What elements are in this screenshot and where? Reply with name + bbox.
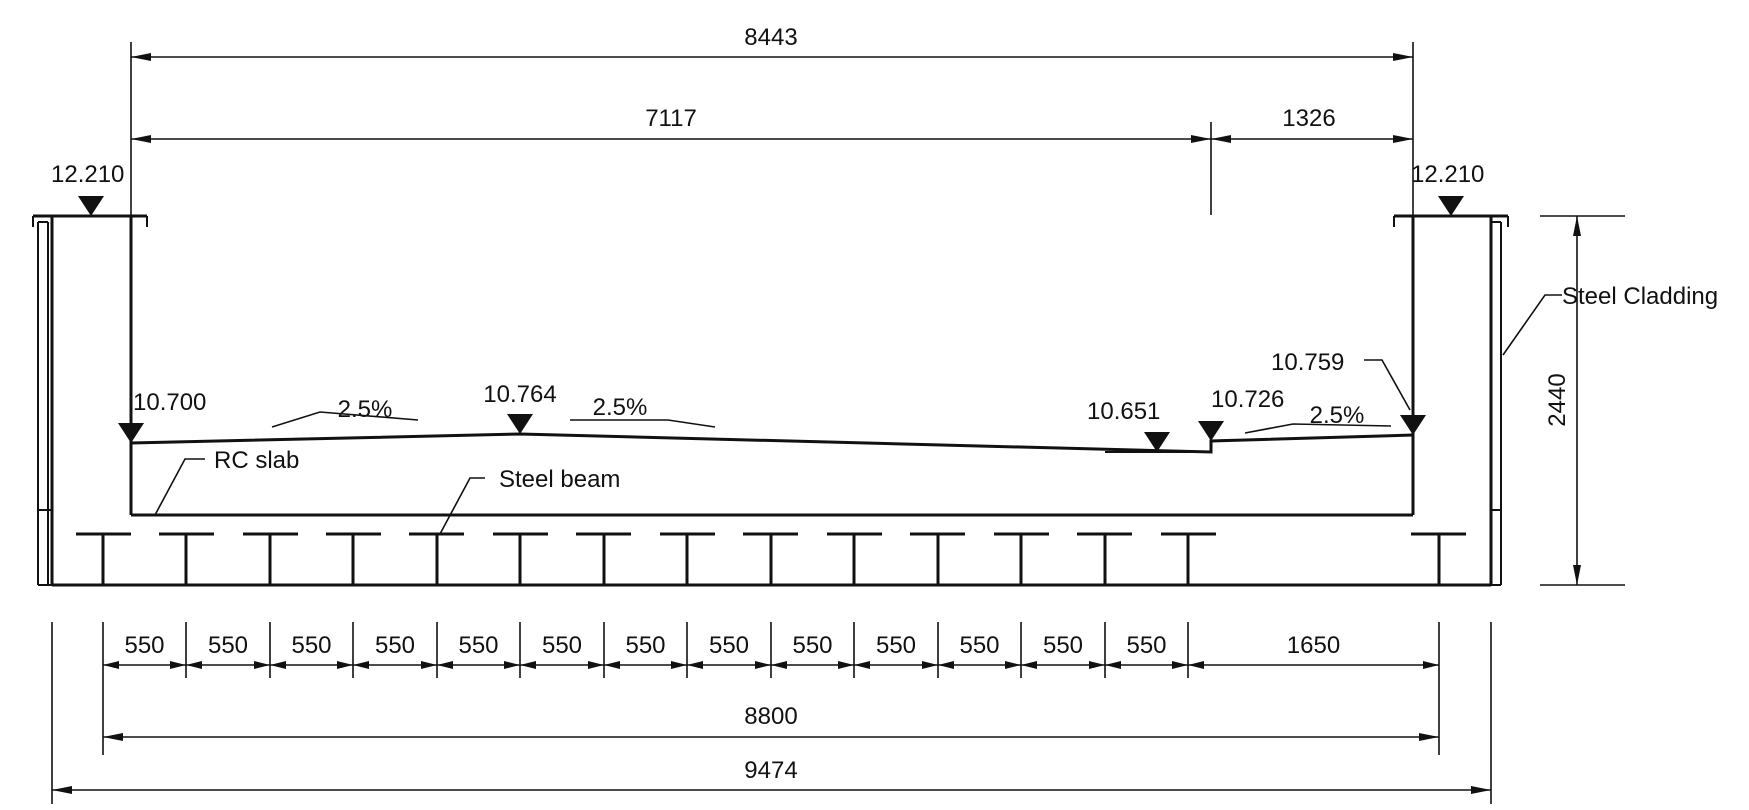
level-triangle-slab-left: [118, 423, 144, 443]
steel-beam-4: [326, 532, 381, 587]
spacing-arrow: [604, 661, 620, 669]
beam-spacing-label: 550: [208, 632, 248, 659]
steel-beam-9: [743, 532, 798, 587]
spacing-arrow: [938, 661, 954, 669]
slope-indicators: [271, 411, 1392, 434]
dim-overall: 9474: [744, 757, 797, 784]
top-dimension-lines: [130, 42, 1414, 215]
spacing-arrow: [353, 661, 369, 669]
spacing-arrow: [1172, 661, 1188, 669]
left-parapet: [32, 214, 148, 586]
steel-beam-5: [409, 532, 464, 587]
right-parapet: [1393, 214, 1509, 586]
level-markers: [78, 196, 1464, 452]
spacing-arrow: [854, 661, 870, 669]
label-rc-slab: RC slab: [214, 447, 299, 474]
spacing-arrow: [504, 661, 520, 669]
spacing-arrow: [687, 661, 703, 669]
level-triangle-low-point: [1144, 432, 1170, 452]
level-top-left: 12.210: [51, 161, 124, 188]
dim-top-right: 1326: [1282, 105, 1335, 132]
level-triangle-top-left: [78, 196, 104, 216]
spacing-arrow: [771, 661, 787, 669]
dim-beam-total: 8800: [744, 703, 797, 730]
slope-left: 2.5%: [338, 396, 393, 423]
beam-spacing-label: 550: [959, 632, 999, 659]
beam-spacing-label: 550: [458, 632, 498, 659]
dim-height: 2440: [1544, 373, 1571, 426]
level-crown: 10.764: [483, 381, 556, 408]
spacing-arrow: [170, 661, 186, 669]
steel-beam-14: [1161, 532, 1216, 587]
beam-spacing-label: 550: [876, 632, 916, 659]
beam-spacing-label: 550: [124, 632, 164, 659]
rc-slab-outline: [130, 432, 1414, 517]
spacing-arrow: [337, 661, 353, 669]
beam-spacing-label: 550: [375, 632, 415, 659]
spacing-arrow: [838, 661, 854, 669]
beam-spacing-label: 1650: [1287, 632, 1340, 659]
spacing-arrow: [1105, 661, 1121, 669]
spacing-arrow: [1089, 661, 1105, 669]
level-triangle-slab-right: [1400, 415, 1426, 435]
height-dimension: [1540, 215, 1625, 586]
slope-middle: 2.5%: [593, 394, 648, 421]
spacing-arrow: [588, 661, 604, 669]
level-kerb: 10.726: [1211, 386, 1284, 413]
steel-beam-3: [243, 532, 298, 587]
spacing-arrow: [437, 661, 453, 669]
beam-spacing-label: 550: [1126, 632, 1166, 659]
level-low-point: 10.651: [1087, 398, 1160, 425]
slope-right: 2.5%: [1310, 402, 1365, 429]
spacing-arrow: [1021, 661, 1037, 669]
level-triangle-top-right: [1438, 196, 1464, 216]
spacing-arrow: [1188, 661, 1204, 669]
steel-beam-8: [660, 532, 715, 587]
beam-spacing-label: 550: [625, 632, 665, 659]
spacing-arrow: [671, 661, 687, 669]
beam-spacing-label: 550: [709, 632, 749, 659]
level-top-right: 12.210: [1411, 161, 1484, 188]
spacing-arrow: [186, 661, 202, 669]
level-triangle-kerb: [1198, 421, 1224, 441]
level-triangle-crown: [507, 414, 533, 434]
steel-beam-15: [1411, 532, 1466, 587]
level-slab-left: 10.700: [133, 389, 206, 416]
spacing-arrow: [254, 661, 270, 669]
beam-spacing-label: 550: [542, 632, 582, 659]
label-steel-cladding: Steel Cladding: [1562, 283, 1718, 310]
spacing-arrow: [922, 661, 938, 669]
steel-beams: [76, 532, 1466, 587]
spacing-arrow: [270, 661, 286, 669]
level-slab-right: 10.759: [1271, 349, 1344, 376]
beam-spacing-label: 550: [792, 632, 832, 659]
steel-beam-1: [76, 532, 131, 587]
steel-beam-11: [910, 532, 965, 587]
callout-leaders: [154, 294, 1562, 535]
beam-spacing-label: 550: [291, 632, 331, 659]
dim-top-overall: 8443: [744, 24, 797, 51]
beam-spacing-dimensions: 550 550 550 550 550 550 550 550 550 550 550 550 550 1…: [102, 622, 1440, 755]
steel-beam-13: [1077, 532, 1132, 587]
spacing-arrow: [755, 661, 771, 669]
bottom-dimension-lines: [51, 622, 1492, 804]
steel-beam-2: [159, 532, 214, 587]
spacing-arrow: [1423, 661, 1439, 669]
steel-beam-12: [994, 532, 1049, 587]
spacing-arrow: [520, 661, 536, 669]
steel-beam-7: [576, 532, 631, 587]
label-steel-beam: Steel beam: [499, 466, 620, 493]
steel-beam-10: [827, 532, 882, 587]
spacing-arrow: [1005, 661, 1021, 669]
steel-beam-6: [493, 532, 548, 587]
beam-spacing-label: 550: [1043, 632, 1083, 659]
dim-top-left: 7117: [645, 105, 697, 132]
spacing-arrow: [103, 661, 119, 669]
spacing-arrow: [421, 661, 437, 669]
